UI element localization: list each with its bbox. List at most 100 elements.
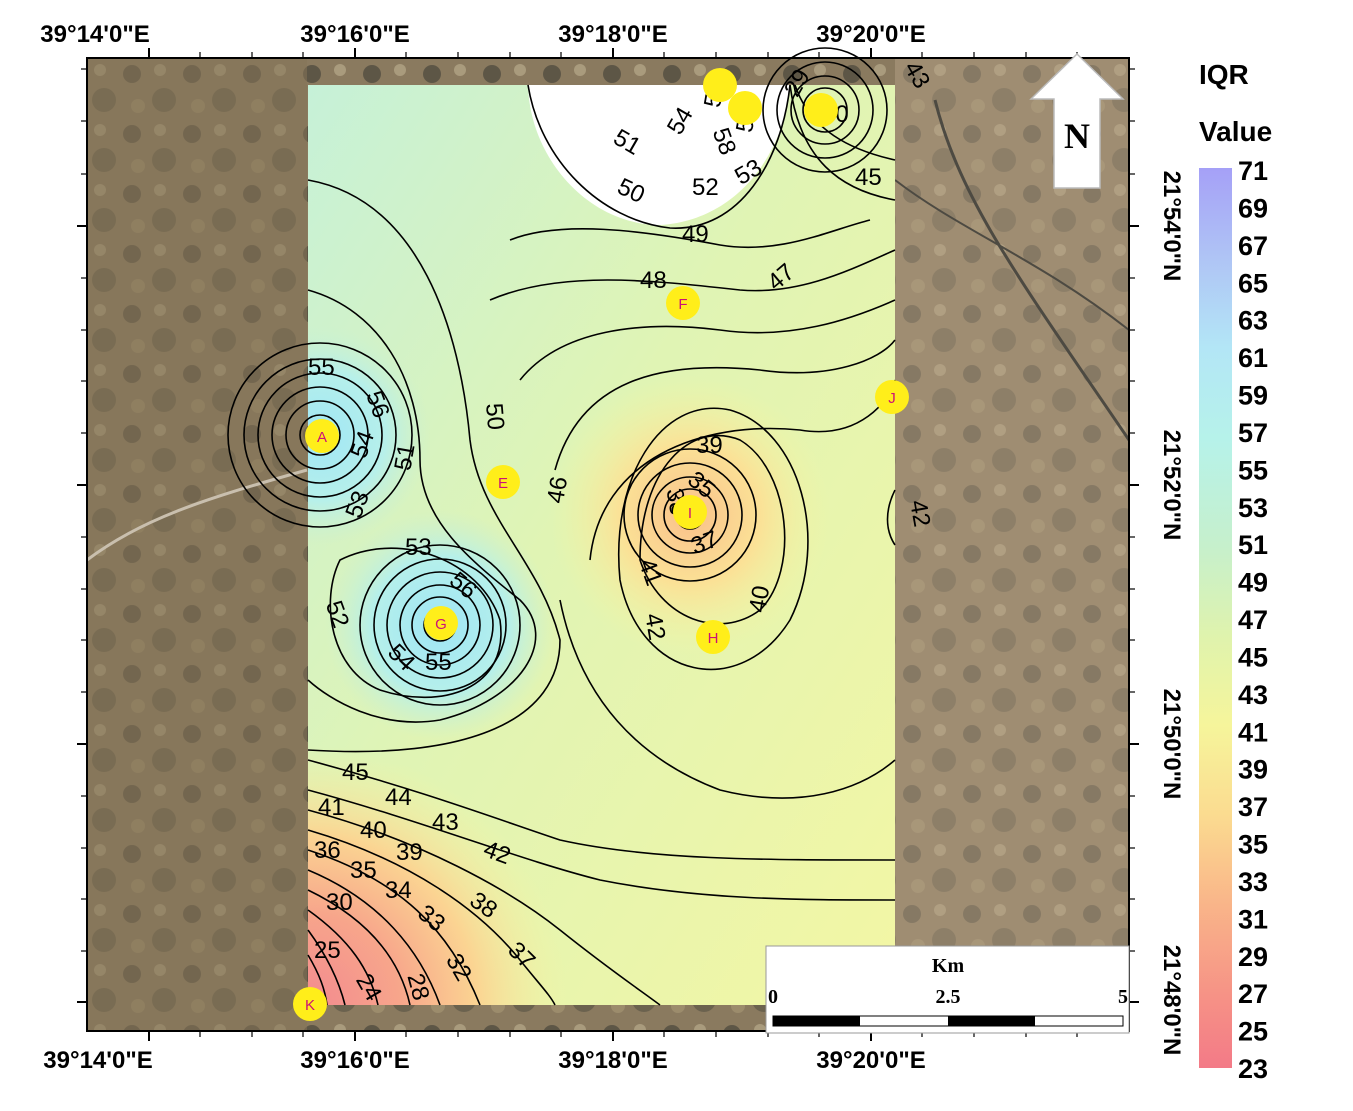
lon-label: 39°20'0"E <box>816 1047 925 1074</box>
contour-label: 34 <box>385 877 412 904</box>
site-marker-unlabeled <box>728 91 762 125</box>
legend-title: IQR <box>1199 59 1249 90</box>
contour-label: 25 <box>314 937 341 964</box>
legend-tick-label: 35 <box>1238 830 1268 860</box>
contour-label: 46 <box>542 474 573 505</box>
site-label: H <box>708 630 719 647</box>
legend-tick-label: 51 <box>1238 530 1268 560</box>
legend-tick-label: 27 <box>1238 979 1268 1009</box>
legend-tick-label: 49 <box>1238 568 1268 598</box>
scale-bar: Km 0 2.5 5 <box>765 945 1130 1034</box>
legend-tick-label: 31 <box>1238 904 1268 934</box>
contour-label: 39 <box>696 432 723 459</box>
contour-lines <box>227 47 896 1006</box>
legend-color-ramp <box>1199 168 1232 1068</box>
legend-tick-label: 45 <box>1238 642 1268 672</box>
site-label: K <box>305 997 315 1014</box>
site-marker-unlabeled <box>703 68 737 102</box>
lat-label: 21°52'0"N <box>1158 430 1185 541</box>
legend-tick-label: 25 <box>1238 1017 1268 1047</box>
site-label: A <box>317 429 327 446</box>
lon-label: 39°18'0"E <box>558 1047 667 1074</box>
scale-unit: Km <box>932 955 965 977</box>
site-marker <box>424 606 458 640</box>
legend-tick-label: 67 <box>1238 231 1268 261</box>
lon-label: 39°18'0"E <box>558 21 667 48</box>
contour-label: 48 <box>640 267 667 294</box>
legend-tick-label: 53 <box>1238 493 1268 523</box>
lon-label: 39°14'0"E <box>43 1047 152 1074</box>
site-marker <box>293 987 327 1021</box>
site-marker <box>696 620 730 654</box>
legend-tick-label: 39 <box>1238 755 1268 785</box>
lon-label: 39°20'0"E <box>816 21 925 48</box>
legend-tick-label: 33 <box>1238 867 1268 897</box>
legend-tick-label: 69 <box>1238 193 1268 223</box>
contour-label: 39 <box>396 839 423 866</box>
contour-label: 42 <box>904 498 935 529</box>
legend: IQR Value 71 69 67 65 63 61 59 57 55 53 51 49 47 45 43… <box>1199 59 1272 1084</box>
contour-label: 30 <box>326 889 353 916</box>
lon-labels-top: 39°14'0"E 39°16'0"E 39°18'0"E 39°20'0"E <box>40 21 925 48</box>
site-marker <box>486 465 520 499</box>
contour-label: 44 <box>385 784 412 811</box>
scale-tick: 5 <box>1118 986 1128 1008</box>
lon-label: 39°16'0"E <box>300 1047 409 1074</box>
lat-label: 21°50'0"N <box>1158 689 1185 800</box>
contour-label: 41 <box>318 794 345 821</box>
map-frame <box>86 57 1130 1032</box>
site-label: F <box>678 296 687 313</box>
legend-tick-labels: 71 69 67 65 63 61 59 57 55 53 51 49 47 45 43 41 39 37 35 33… <box>1238 156 1268 1084</box>
site-label: G <box>435 616 447 633</box>
site-label: E <box>498 475 508 492</box>
lat-labels-right: 21°54'0"N 21°52'0"N 21°50'0"N 21°48'0"N <box>1158 171 1185 1056</box>
contour-label: 40 <box>744 584 775 615</box>
contour-label: 45 <box>342 759 369 786</box>
legend-tick-label: 37 <box>1238 792 1268 822</box>
contour-label: 52 <box>692 174 719 201</box>
contour-label: 51 <box>389 442 420 473</box>
north-label: N <box>1064 116 1090 156</box>
site-label: I <box>688 505 692 522</box>
site-marker-unlabeled <box>804 93 838 127</box>
contour-label: 49 <box>682 221 709 248</box>
north-arrow: N <box>1029 52 1125 189</box>
legend-tick-label: 63 <box>1238 306 1268 336</box>
iqr-surface <box>308 85 895 1005</box>
site-label: J <box>888 390 896 407</box>
legend-tick-label: 61 <box>1238 343 1268 373</box>
lon-labels-bottom: 39°14'0"E 39°16'0"E 39°18'0"E 39°20'0"E <box>43 1047 925 1074</box>
contour-label: 42 <box>639 611 670 642</box>
lon-label: 39°14'0"E <box>40 21 149 48</box>
site-marker <box>666 286 700 320</box>
lat-label: 21°48'0"N <box>1158 945 1185 1056</box>
contour-label: 40 <box>360 817 387 844</box>
contour-label: 53 <box>405 534 432 561</box>
legend-tick-label: 57 <box>1238 418 1268 448</box>
site-marker <box>305 419 339 453</box>
contour-label: 35 <box>350 857 377 884</box>
legend-tick-label: 43 <box>1238 680 1268 710</box>
site-marker <box>875 380 909 414</box>
contour-label: 36 <box>314 837 341 864</box>
contour-label: 43 <box>432 809 459 836</box>
legend-tick-label: 47 <box>1238 605 1268 635</box>
lon-label: 39°16'0"E <box>300 21 409 48</box>
site-marker <box>673 495 707 529</box>
legend-tick-label: 23 <box>1238 1054 1268 1084</box>
legend-tick-label: 65 <box>1238 268 1268 298</box>
contour-label: 55 <box>425 649 452 676</box>
legend-tick-label: 29 <box>1238 942 1268 972</box>
scale-tick: 0 <box>768 986 778 1008</box>
legend-tick-label: 55 <box>1238 455 1268 485</box>
lat-label: 21°54'0"N <box>1158 171 1185 282</box>
contour-label: 55 <box>308 354 335 381</box>
site-markers: A E F G H I J K <box>293 68 909 1021</box>
contour-label: 45 <box>855 164 882 191</box>
legend-tick-label: 41 <box>1238 717 1268 747</box>
contour-label: 50 <box>480 402 509 431</box>
legend-tick-label: 71 <box>1238 156 1268 186</box>
legend-tick-label: 59 <box>1238 381 1268 411</box>
legend-subtitle: Value <box>1199 116 1272 147</box>
